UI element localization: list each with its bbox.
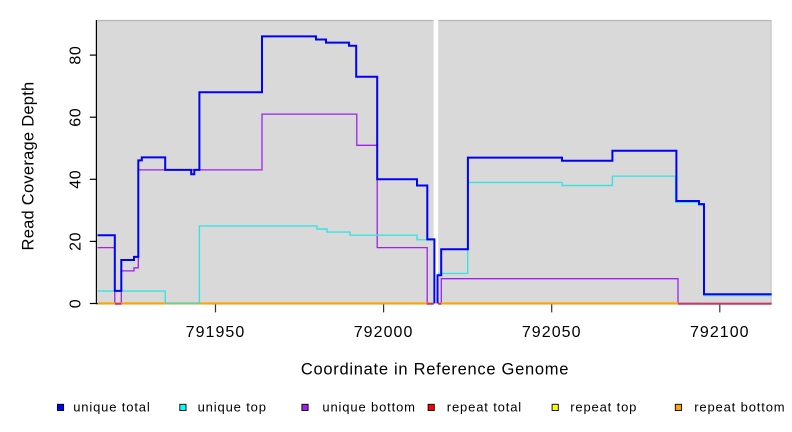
svg-text:20: 20: [68, 232, 85, 251]
svg-text:repeat top: repeat top: [570, 400, 637, 415]
svg-text:792000: 792000: [354, 324, 414, 341]
svg-text:791950: 791950: [186, 324, 246, 341]
svg-text:unique top: unique top: [198, 400, 267, 415]
svg-text:Coordinate in Reference Genome: Coordinate in Reference Genome: [301, 361, 569, 379]
svg-text:0: 0: [68, 299, 85, 309]
svg-text:unique bottom: unique bottom: [322, 400, 415, 415]
svg-text:792100: 792100: [690, 324, 750, 341]
svg-text:repeat total: repeat total: [447, 400, 522, 415]
svg-text:80: 80: [68, 46, 85, 65]
svg-text:Read Coverage Depth: Read Coverage Depth: [20, 82, 38, 251]
svg-text:40: 40: [68, 170, 85, 189]
svg-text:792050: 792050: [522, 324, 582, 341]
svg-text:unique total: unique total: [73, 400, 150, 415]
svg-text:repeat bottom: repeat bottom: [694, 400, 785, 415]
svg-text:60: 60: [68, 108, 85, 127]
